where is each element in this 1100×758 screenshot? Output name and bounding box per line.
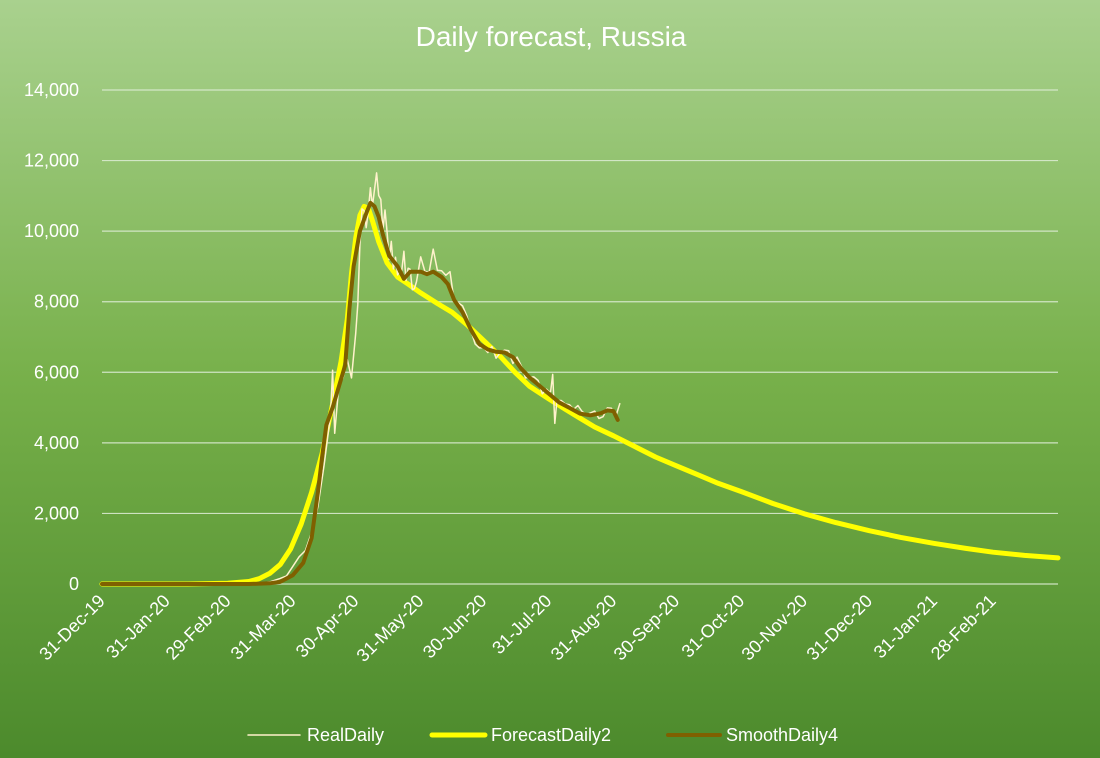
y-tick-label: 10,000 bbox=[24, 221, 79, 241]
series-lines bbox=[99, 172, 1061, 587]
x-tick-label: 31-Dec-20 bbox=[803, 591, 877, 665]
y-axis-ticks: 0 2,000 4,000 6,000 8,000 10,000 12,000 14,000 bbox=[24, 80, 79, 594]
chart-title: Daily forecast, Russia bbox=[416, 21, 687, 52]
x-tick-label: 30-Jun-20 bbox=[419, 591, 490, 662]
y-tick-label: 14,000 bbox=[24, 80, 79, 100]
y-tick-label: 2,000 bbox=[34, 503, 79, 523]
legend-label-smoothdaily4: SmoothDaily4 bbox=[726, 725, 838, 745]
x-axis-ticks: 31-Dec-1931-Jan-2029-Feb-2031-Mar-2030-A… bbox=[35, 591, 1000, 666]
y-tick-label: 8,000 bbox=[34, 292, 79, 312]
x-tick-label: 30-Nov-20 bbox=[738, 591, 812, 665]
series-line-smoothdaily4 bbox=[100, 200, 620, 586]
y-tick-label: 12,000 bbox=[24, 151, 79, 171]
x-tick-label: 31-Jul-20 bbox=[488, 591, 555, 658]
legend-label-forecastdaily2: ForecastDaily2 bbox=[491, 725, 611, 745]
x-tick-label: 31-Aug-20 bbox=[547, 591, 621, 665]
x-tick-label: 31-Mar-20 bbox=[227, 591, 300, 664]
series-line-forecastdaily2 bbox=[99, 203, 1061, 587]
x-tick-label: 30-Sep-20 bbox=[610, 591, 684, 665]
y-tick-label: 6,000 bbox=[34, 362, 79, 382]
legend: RealDaily ForecastDaily2 SmoothDaily4 bbox=[247, 725, 838, 745]
x-tick-label: 31-Dec-19 bbox=[35, 591, 109, 665]
y-tick-label: 0 bbox=[69, 574, 79, 594]
x-tick-label: 29-Feb-20 bbox=[162, 591, 235, 664]
legend-label-realdaily: RealDaily bbox=[307, 725, 384, 745]
x-tick-label: 31-May-20 bbox=[353, 591, 428, 666]
gridlines bbox=[102, 89, 1058, 585]
y-tick-label: 4,000 bbox=[34, 433, 79, 453]
